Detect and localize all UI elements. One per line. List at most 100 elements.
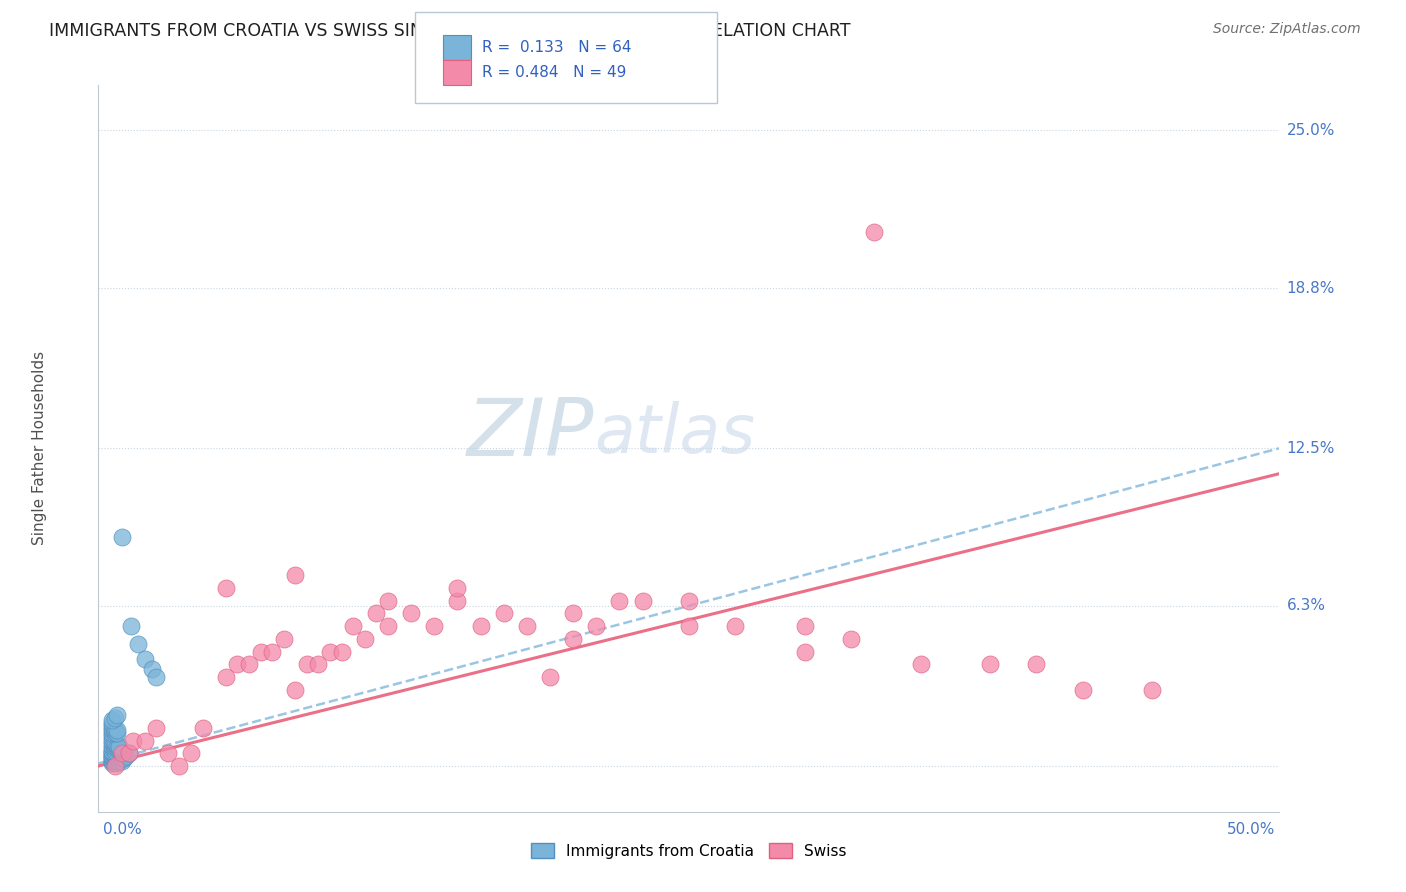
Point <box>101 731 124 745</box>
Point <box>101 754 124 768</box>
Point <box>105 754 128 768</box>
Point <box>446 581 468 595</box>
Point <box>105 746 128 760</box>
Point <box>104 754 127 768</box>
Point <box>105 748 128 763</box>
Point <box>585 619 607 633</box>
Point <box>215 581 238 595</box>
Point <box>145 670 167 684</box>
Point <box>793 644 815 658</box>
Point <box>101 739 124 753</box>
Point <box>105 739 128 753</box>
Text: R =  0.133   N = 64: R = 0.133 N = 64 <box>482 40 631 54</box>
Point <box>117 746 139 760</box>
Point <box>249 644 271 658</box>
Point <box>104 744 127 758</box>
Point <box>284 682 307 697</box>
Point <box>101 751 124 765</box>
Point <box>215 670 238 684</box>
Point <box>104 736 127 750</box>
Text: 18.8%: 18.8% <box>1286 281 1334 295</box>
Point <box>342 619 364 633</box>
Point <box>423 619 446 633</box>
Point <box>156 746 179 760</box>
Point <box>863 225 886 239</box>
Point <box>377 619 399 633</box>
Point <box>678 593 700 607</box>
Point <box>562 607 585 621</box>
Point <box>101 726 124 740</box>
Point <box>101 746 124 760</box>
Point <box>330 644 353 658</box>
Point <box>295 657 318 672</box>
Point <box>273 632 295 646</box>
Point <box>353 632 375 646</box>
Point <box>101 744 124 758</box>
Text: 50.0%: 50.0% <box>1226 822 1275 837</box>
Point <box>117 746 139 760</box>
Text: 12.5%: 12.5% <box>1286 441 1334 456</box>
Point <box>226 657 249 672</box>
Point <box>108 748 131 763</box>
Point <box>108 751 131 765</box>
Point <box>101 748 124 763</box>
Point <box>104 741 127 756</box>
Point <box>284 568 307 582</box>
Text: IMMIGRANTS FROM CROATIA VS SWISS SINGLE FATHER HOUSEHOLDS CORRELATION CHART: IMMIGRANTS FROM CROATIA VS SWISS SINGLE … <box>49 22 851 40</box>
Point <box>191 721 214 735</box>
Point <box>1140 682 1163 697</box>
Point <box>104 736 127 750</box>
Point <box>101 718 124 732</box>
Text: 25.0%: 25.0% <box>1286 123 1334 138</box>
Point <box>101 751 124 765</box>
Point <box>609 593 631 607</box>
Point <box>104 756 127 771</box>
Text: 6.3%: 6.3% <box>1286 599 1326 614</box>
Point <box>141 662 163 676</box>
Point <box>319 644 342 658</box>
Point <box>724 619 747 633</box>
Point <box>104 726 127 740</box>
Point <box>101 744 124 758</box>
Point <box>108 741 131 756</box>
Point <box>516 619 538 633</box>
Text: ZIP: ZIP <box>467 394 595 473</box>
Point <box>122 733 145 747</box>
Point <box>538 670 561 684</box>
Point <box>1071 682 1094 697</box>
Point <box>120 619 142 633</box>
Point <box>104 741 127 756</box>
Point <box>169 759 191 773</box>
Text: Source: ZipAtlas.com: Source: ZipAtlas.com <box>1213 22 1361 37</box>
Point <box>180 746 202 760</box>
Point <box>110 751 132 765</box>
Point <box>979 657 1001 672</box>
Text: Single Father Households: Single Father Households <box>32 351 46 545</box>
Point <box>446 593 468 607</box>
Point <box>134 652 156 666</box>
Point <box>104 746 127 760</box>
Point <box>377 593 399 607</box>
Point <box>101 748 124 763</box>
Point <box>104 711 127 725</box>
Point <box>104 751 127 765</box>
Point <box>145 721 167 735</box>
Text: 0.0%: 0.0% <box>103 822 142 837</box>
Point <box>101 733 124 747</box>
Point <box>101 715 124 730</box>
Point <box>562 632 585 646</box>
Point <box>101 754 124 768</box>
Point <box>399 607 422 621</box>
Point <box>101 741 124 756</box>
Point <box>793 619 815 633</box>
Point <box>115 748 138 763</box>
Point <box>101 721 124 735</box>
Point <box>105 756 128 771</box>
Point <box>105 751 128 765</box>
Point <box>112 751 135 765</box>
Point <box>262 644 284 658</box>
Point <box>104 759 127 773</box>
Point <box>366 607 388 621</box>
Point <box>678 619 700 633</box>
Point <box>104 739 127 753</box>
